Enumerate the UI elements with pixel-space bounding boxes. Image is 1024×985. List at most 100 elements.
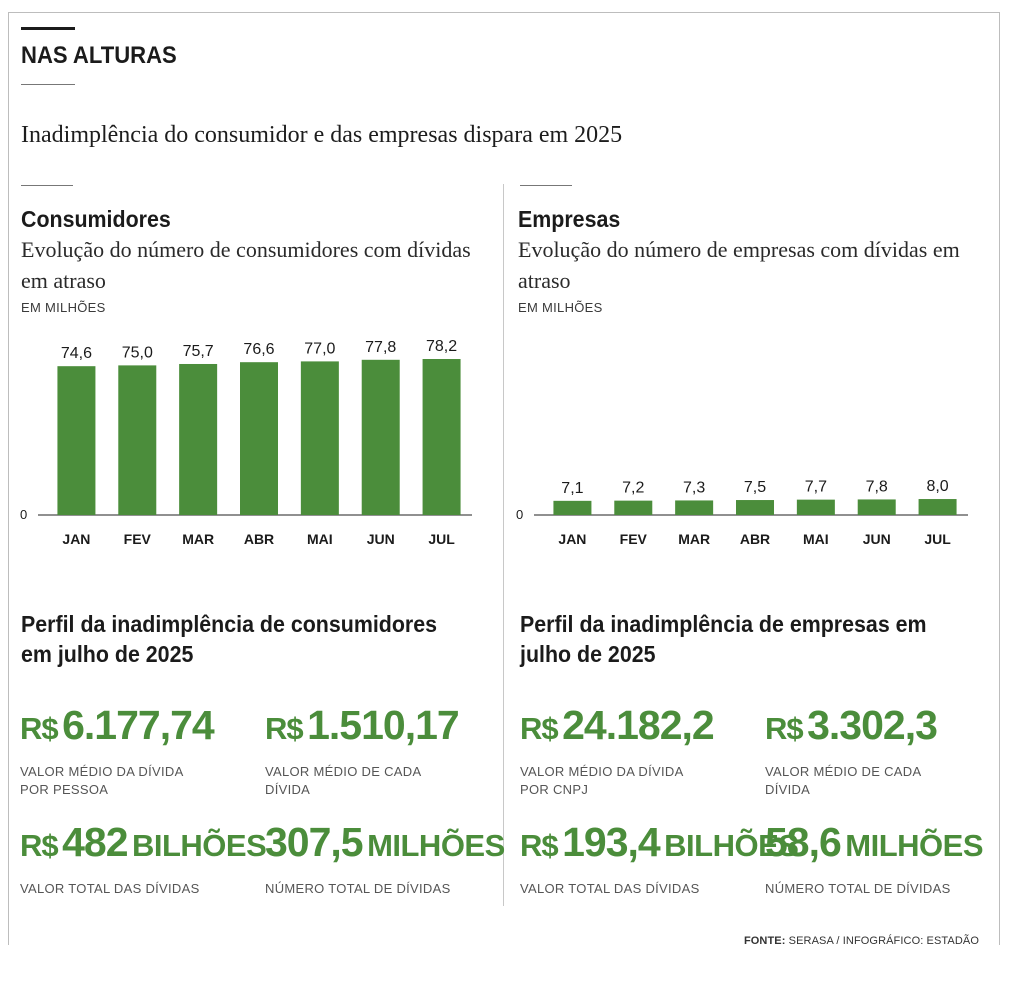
companies-value-label-jul: 8,0 bbox=[926, 478, 948, 495]
companies-x-tick-jan: JAN bbox=[558, 531, 586, 547]
consumers-x-tick-abr: ABR bbox=[244, 531, 274, 547]
metric-value: 58,6 MILHÕES bbox=[765, 822, 995, 863]
metric-value: 307,5 MILHÕES bbox=[265, 819, 505, 865]
companies-value-label-fev: 7,2 bbox=[622, 480, 644, 497]
consumers-x-tick-mai: MAI bbox=[307, 531, 333, 547]
companies-subtitle: Evolução do número de empresas com dívid… bbox=[518, 237, 960, 293]
metric-number: 307,5 bbox=[265, 819, 364, 865]
companies-bar-jun bbox=[857, 499, 896, 515]
metric-number: 1.510,17 bbox=[307, 702, 460, 748]
companies-value-label-jun: 7,8 bbox=[866, 478, 888, 495]
metric-suffix: MILHÕES bbox=[367, 828, 505, 863]
consumers-bar-chart: 0 74,6 JAN 75,0 FEV 75,7 MAR 76,6 ABR 77,0 MAI 77,8… bbox=[20, 338, 472, 547]
metric-label: VALOR MÉDIO DE CADA DÍVIDA bbox=[765, 764, 921, 797]
metric-label: VALOR MÉDIO DA DÍVIDA POR PESSOA bbox=[20, 764, 183, 797]
consumer-total-debt-value: R$ 482 BILHÕES VALOR TOTAL DAS DÍVIDAS bbox=[20, 819, 267, 898]
currency-symbol: R$ bbox=[20, 828, 59, 863]
top-rule bbox=[21, 27, 75, 30]
company-avg-debt-per-cnpj: R$ 24.182,2 VALOR MÉDIO DA DÍVIDA POR CN… bbox=[520, 705, 750, 799]
metric-label: VALOR TOTAL DAS DÍVIDAS bbox=[520, 881, 700, 896]
companies-value-label-mai: 7,7 bbox=[805, 479, 827, 496]
consumers-bar-jul bbox=[422, 359, 461, 515]
companies-value-label-jan: 7,1 bbox=[561, 480, 583, 497]
consumers-bar-mai bbox=[300, 361, 339, 515]
currency-symbol: R$ bbox=[520, 711, 559, 746]
companies-value-label-abr: 7,5 bbox=[744, 479, 766, 496]
metric-value: R$ 1.510,17 bbox=[265, 705, 495, 746]
companies-bar-abr bbox=[736, 500, 774, 515]
companies-x-tick-mar: MAR bbox=[678, 531, 710, 547]
metric-value: R$ 482 BILHÕES bbox=[20, 819, 267, 865]
column-divider bbox=[503, 184, 504, 906]
company-total-debt-count: 58,6 MILHÕES NÚMERO TOTAL DE DÍVIDAS bbox=[765, 822, 995, 898]
consumer-avg-debt-each: R$ 1.510,17 VALOR MÉDIO DE CADA DÍVIDA bbox=[265, 705, 495, 799]
companies-title: Empresas bbox=[518, 206, 621, 232]
consumers-value-label-fev: 75,0 bbox=[122, 344, 153, 361]
infographic-headline: Inadimplência do consumidor e das empres… bbox=[21, 122, 623, 148]
infographic-frame bbox=[8, 12, 1000, 945]
metric-suffix: BILHÕES bbox=[664, 828, 799, 863]
consumers-value-label-mai: 77,0 bbox=[304, 340, 335, 357]
consumers-bar-jan bbox=[57, 366, 96, 515]
currency-symbol: R$ bbox=[265, 711, 304, 746]
metric-suffix: MILHÕES bbox=[845, 828, 983, 863]
companies-unit-label: EM MILHÕES bbox=[518, 300, 603, 315]
metric-value: R$ 193,4 BILHÕES bbox=[520, 819, 799, 865]
consumers-value-label-mar: 75,7 bbox=[183, 343, 214, 360]
metric-number: 193,4 bbox=[562, 819, 661, 865]
metric-label: VALOR MÉDIO DA DÍVIDA POR CNPJ bbox=[520, 764, 683, 797]
companies-x-tick-abr: ABR bbox=[740, 531, 770, 547]
consumers-section-rule bbox=[21, 185, 73, 186]
consumers-bar-mar bbox=[179, 363, 218, 515]
consumer-total-debt-count: 307,5 MILHÕES NÚMERO TOTAL DE DÍVIDAS bbox=[265, 819, 505, 898]
consumers-profile-title: Perfil da inadimplência de consumidores … bbox=[21, 611, 438, 667]
companies-x-tick-jul: JUL bbox=[924, 531, 951, 547]
infographic-kicker: NAS ALTURAS bbox=[21, 42, 177, 69]
consumers-value-label-jan: 74,6 bbox=[61, 345, 92, 362]
metric-value: R$ 6.177,74 bbox=[20, 705, 250, 746]
companies-bar-chart: 0 7,1 JAN 7,2 FEV 7,3 MAR 7,5 ABR 7,7 MAI 7,8 JUN 8,0… bbox=[516, 478, 968, 547]
kicker-rule bbox=[21, 84, 75, 85]
consumers-unit-label: EM MILHÕES bbox=[21, 300, 106, 315]
consumers-value-label-abr: 76,6 bbox=[243, 341, 274, 358]
metric-label: NÚMERO TOTAL DE DÍVIDAS bbox=[765, 881, 951, 896]
company-avg-debt-each: R$ 3.302,3 VALOR MÉDIO DE CADA DÍVIDA bbox=[765, 705, 995, 799]
companies-profile-title: Perfil da inadimplência de empresas em j… bbox=[520, 611, 927, 667]
consumers-x-tick-jun: JUN bbox=[367, 531, 395, 547]
metric-label: NÚMERO TOTAL DE DÍVIDAS bbox=[265, 881, 451, 896]
consumers-subtitle: Evolução do número de consumidores com d… bbox=[21, 237, 471, 293]
companies-x-tick-fev: FEV bbox=[620, 531, 648, 547]
metric-number: 482 bbox=[62, 819, 128, 865]
metric-label: VALOR MÉDIO DE CADA DÍVIDA bbox=[265, 764, 421, 797]
metric-number: 3.302,3 bbox=[807, 702, 938, 748]
companies-zero-tick: 0 bbox=[516, 507, 523, 522]
source-text: SERASA / INFOGRÁFICO: ESTADÃO bbox=[785, 935, 979, 947]
currency-symbol: R$ bbox=[520, 828, 559, 863]
source-label: FONTE: bbox=[743, 935, 786, 947]
currency-symbol: R$ bbox=[20, 711, 59, 746]
consumers-x-tick-jul: JUL bbox=[428, 531, 455, 547]
source-credit: FONTE: SERASA / INFOGRÁFICO: ESTADÃO bbox=[744, 935, 979, 947]
metric-number: 58,6 bbox=[765, 819, 842, 865]
metric-label: VALOR TOTAL DAS DÍVIDAS bbox=[20, 881, 200, 896]
metric-number: 6.177,74 bbox=[62, 702, 215, 748]
metric-number: 24.182,2 bbox=[562, 702, 715, 748]
consumers-x-tick-fev: FEV bbox=[124, 531, 152, 547]
companies-value-label-mar: 7,3 bbox=[683, 479, 705, 496]
companies-bar-jan bbox=[553, 500, 592, 515]
companies-bar-fev bbox=[614, 500, 653, 515]
consumers-title: Consumidores bbox=[21, 206, 171, 232]
metric-value: R$ 3.302,3 bbox=[765, 705, 995, 746]
consumers-value-label-jul: 78,2 bbox=[426, 338, 457, 355]
companies-bar-jul bbox=[918, 499, 957, 515]
companies-x-tick-jun: JUN bbox=[863, 531, 891, 547]
companies-x-tick-mai: MAI bbox=[803, 531, 829, 547]
currency-symbol: R$ bbox=[765, 711, 804, 746]
companies-section-rule bbox=[520, 185, 572, 186]
companies-bar-mai bbox=[796, 499, 835, 515]
consumers-x-tick-mar: MAR bbox=[182, 531, 214, 547]
companies-bar-mar bbox=[675, 500, 714, 515]
consumers-bar-fev bbox=[118, 365, 157, 515]
consumers-x-tick-jan: JAN bbox=[62, 531, 90, 547]
metric-value: R$ 24.182,2 bbox=[520, 705, 750, 746]
